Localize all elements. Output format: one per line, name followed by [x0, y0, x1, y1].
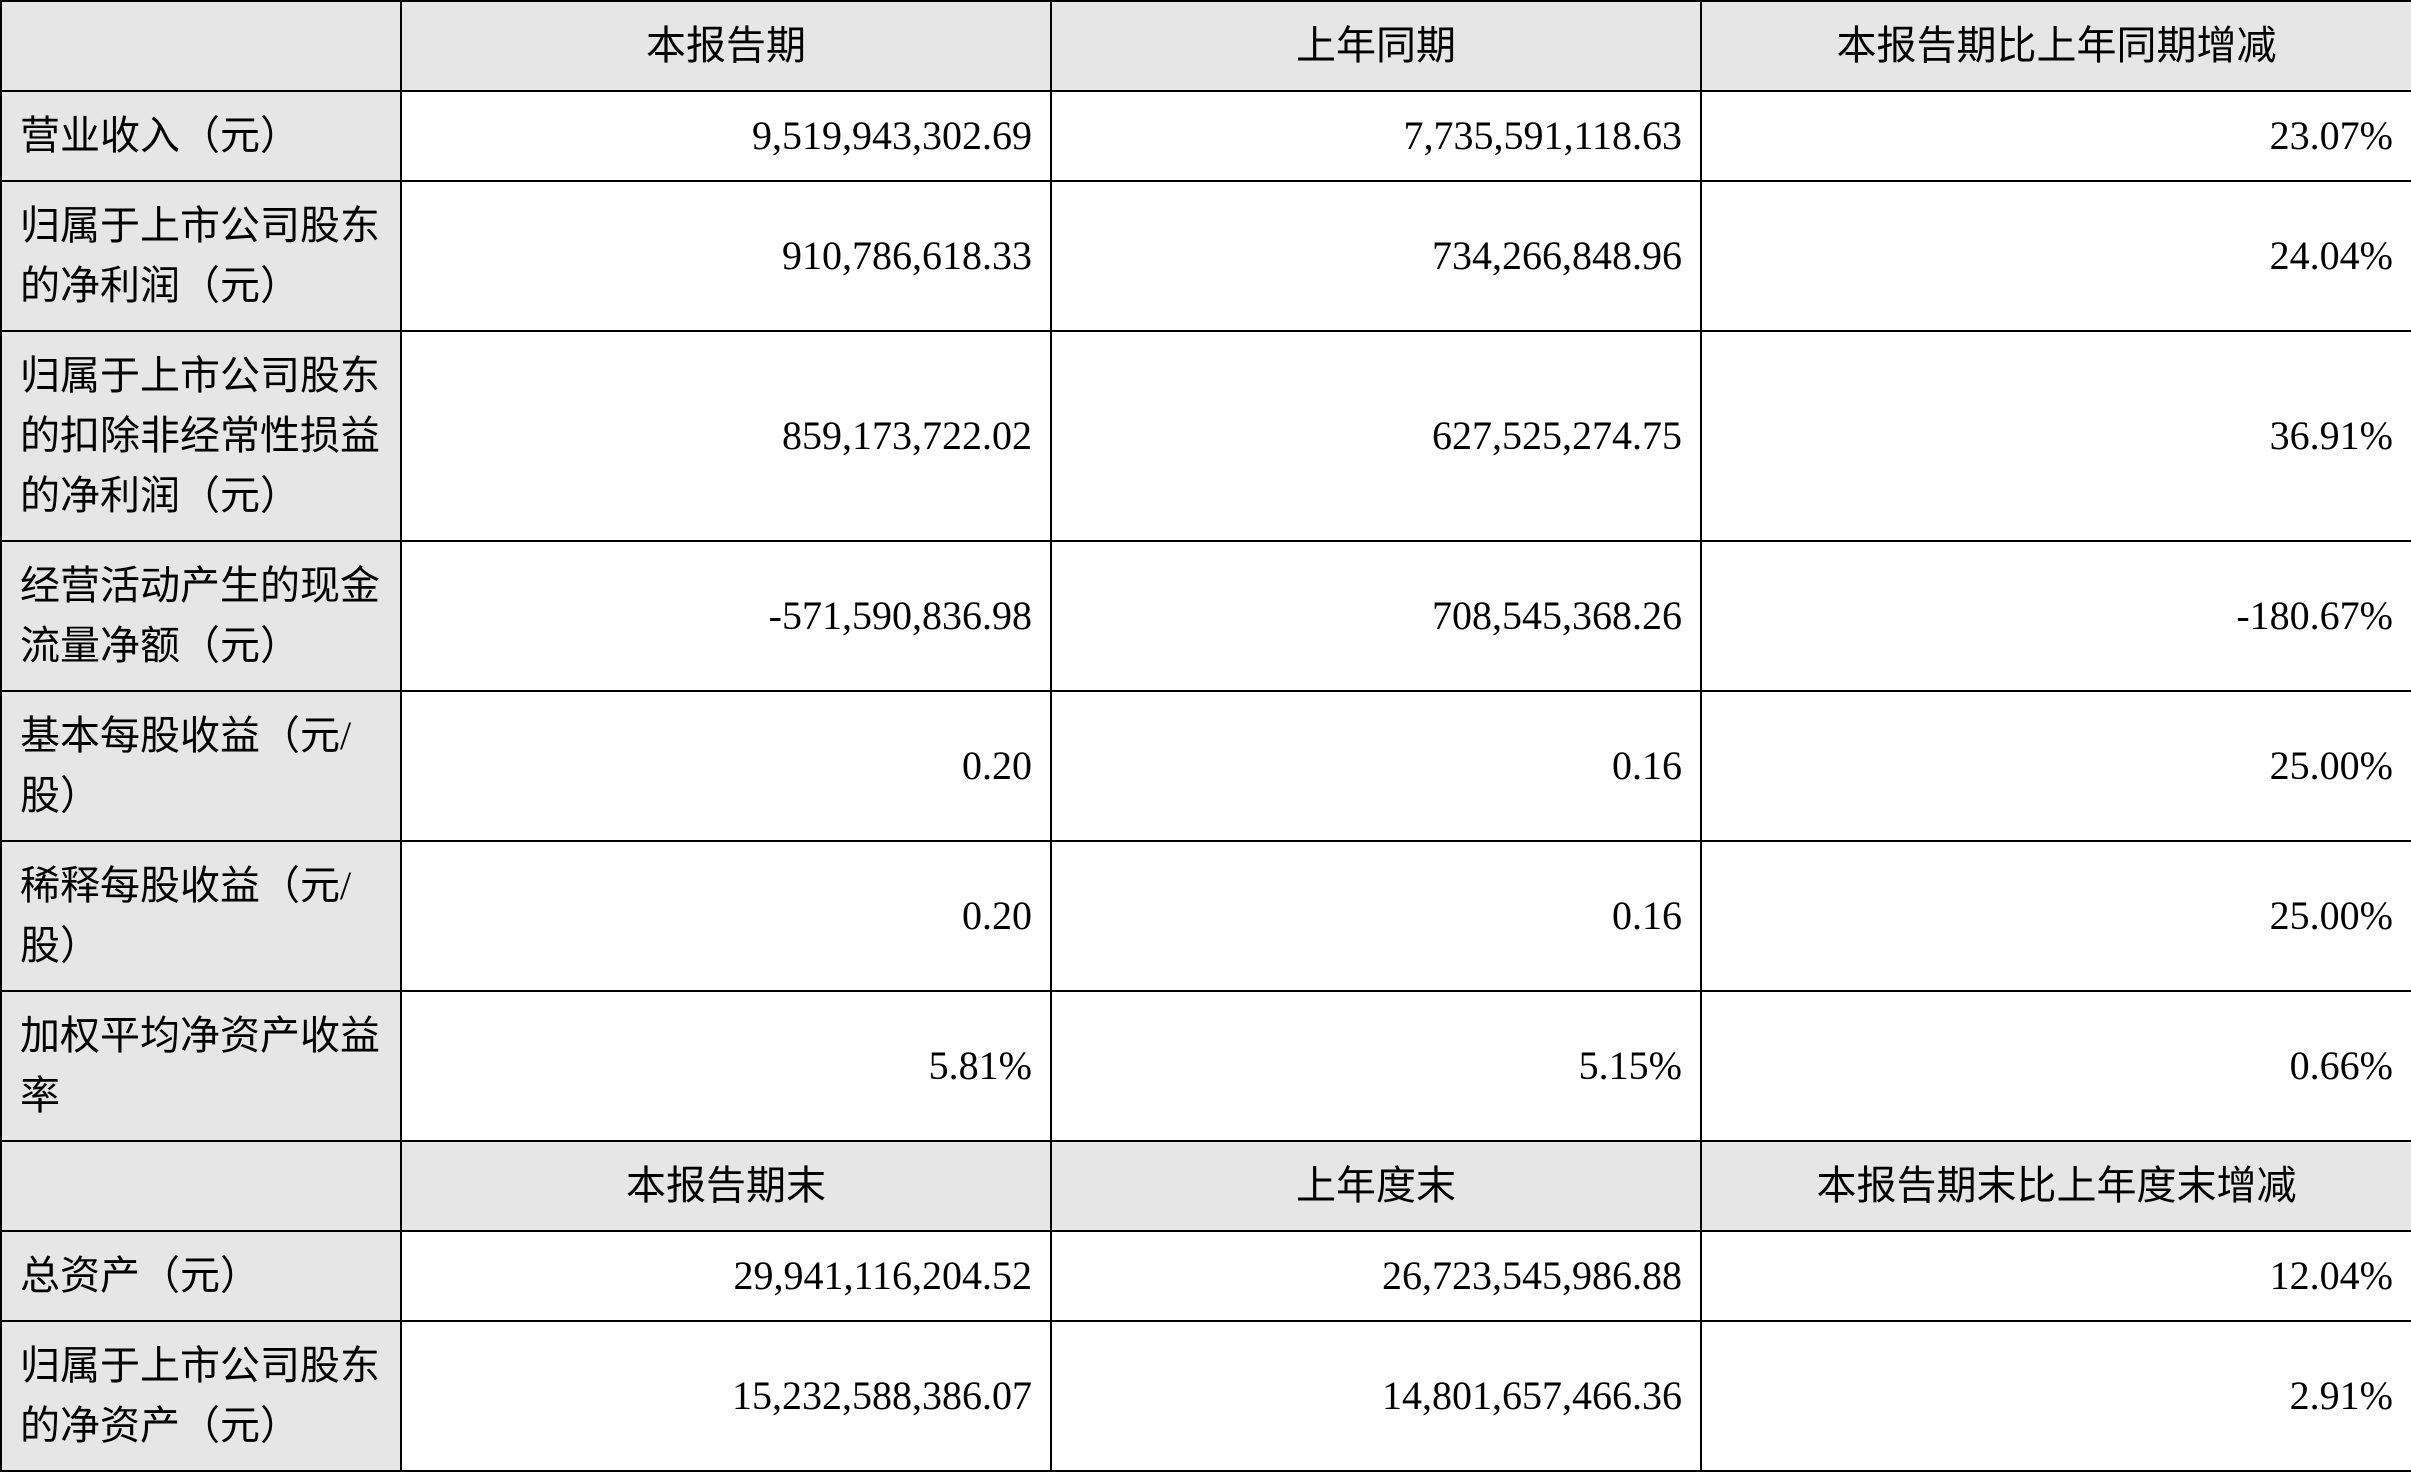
net-assets-parent-change: 2.91%	[1701, 1321, 2411, 1471]
label-revenue: 营业收入（元）	[1, 91, 401, 181]
revenue-change: 23.07%	[1701, 91, 2411, 181]
row-net-assets-parent: 归属于上市公司股东的净资产（元） 15,232,588,386.07 14,80…	[1, 1321, 2411, 1471]
header-current-period: 本报告期	[401, 1, 1051, 91]
op-cash-flow-current: -571,590,836.98	[401, 541, 1051, 691]
revenue-prior: 7,735,591,118.63	[1051, 91, 1701, 181]
total-assets-current: 29,941,116,204.52	[401, 1231, 1051, 1321]
financial-table: 本报告期 上年同期 本报告期比上年同期增减 营业收入（元） 9,519,943,…	[0, 0, 2411, 1472]
header-blank	[1, 1, 401, 91]
label-roe: 加权平均净资产收益率	[1, 991, 401, 1141]
net-assets-parent-prior: 14,801,657,466.36	[1051, 1321, 1701, 1471]
op-cash-flow-prior: 708,545,368.26	[1051, 541, 1701, 691]
header-prior-period: 上年同期	[1051, 1, 1701, 91]
basic-eps-current: 0.20	[401, 691, 1051, 841]
row-total-assets: 总资产（元） 29,941,116,204.52 26,723,545,986.…	[1, 1231, 2411, 1321]
row-net-profit-parent: 归属于上市公司股东的净利润（元） 910,786,618.33 734,266,…	[1, 181, 2411, 331]
label-total-assets: 总资产（元）	[1, 1231, 401, 1321]
revenue-current: 9,519,943,302.69	[401, 91, 1051, 181]
total-assets-prior: 26,723,545,986.88	[1051, 1231, 1701, 1321]
net-profit-ex-nr-current: 859,173,722.02	[401, 331, 1051, 541]
net-assets-parent-current: 15,232,588,386.07	[401, 1321, 1051, 1471]
total-assets-change: 12.04%	[1701, 1231, 2411, 1321]
header-row-period: 本报告期 上年同期 本报告期比上年同期增减	[1, 1, 2411, 91]
roe-change: 0.66%	[1701, 991, 2411, 1141]
row-diluted-eps: 稀释每股收益（元/股） 0.20 0.16 25.00%	[1, 841, 2411, 991]
label-net-profit-parent: 归属于上市公司股东的净利润（元）	[1, 181, 401, 331]
diluted-eps-change: 25.00%	[1701, 841, 2411, 991]
label-diluted-eps: 稀释每股收益（元/股）	[1, 841, 401, 991]
net-profit-ex-nr-change: 36.91%	[1701, 331, 2411, 541]
label-net-profit-ex-nr: 归属于上市公司股东的扣除非经常性损益的净利润（元）	[1, 331, 401, 541]
header-change-end: 本报告期末比上年度末增减	[1701, 1141, 2411, 1231]
roe-current: 5.81%	[401, 991, 1051, 1141]
header-change: 本报告期比上年同期增减	[1701, 1, 2411, 91]
label-net-assets-parent: 归属于上市公司股东的净资产（元）	[1, 1321, 401, 1471]
op-cash-flow-change: -180.67%	[1701, 541, 2411, 691]
row-op-cash-flow: 经营活动产生的现金流量净额（元） -571,590,836.98 708,545…	[1, 541, 2411, 691]
net-profit-parent-current: 910,786,618.33	[401, 181, 1051, 331]
header-row-period-end: 本报告期末 上年度末 本报告期末比上年度末增减	[1, 1141, 2411, 1231]
label-basic-eps: 基本每股收益（元/股）	[1, 691, 401, 841]
header-current-period-end: 本报告期末	[401, 1141, 1051, 1231]
diluted-eps-current: 0.20	[401, 841, 1051, 991]
row-basic-eps: 基本每股收益（元/股） 0.20 0.16 25.00%	[1, 691, 2411, 841]
header-blank-2	[1, 1141, 401, 1231]
label-op-cash-flow: 经营活动产生的现金流量净额（元）	[1, 541, 401, 691]
row-net-profit-ex-nr: 归属于上市公司股东的扣除非经常性损益的净利润（元） 859,173,722.02…	[1, 331, 2411, 541]
diluted-eps-prior: 0.16	[1051, 841, 1701, 991]
basic-eps-change: 25.00%	[1701, 691, 2411, 841]
row-revenue: 营业收入（元） 9,519,943,302.69 7,735,591,118.6…	[1, 91, 2411, 181]
header-prior-period-end: 上年度末	[1051, 1141, 1701, 1231]
row-roe: 加权平均净资产收益率 5.81% 5.15% 0.66%	[1, 991, 2411, 1141]
basic-eps-prior: 0.16	[1051, 691, 1701, 841]
net-profit-parent-change: 24.04%	[1701, 181, 2411, 331]
net-profit-parent-prior: 734,266,848.96	[1051, 181, 1701, 331]
roe-prior: 5.15%	[1051, 991, 1701, 1141]
net-profit-ex-nr-prior: 627,525,274.75	[1051, 331, 1701, 541]
